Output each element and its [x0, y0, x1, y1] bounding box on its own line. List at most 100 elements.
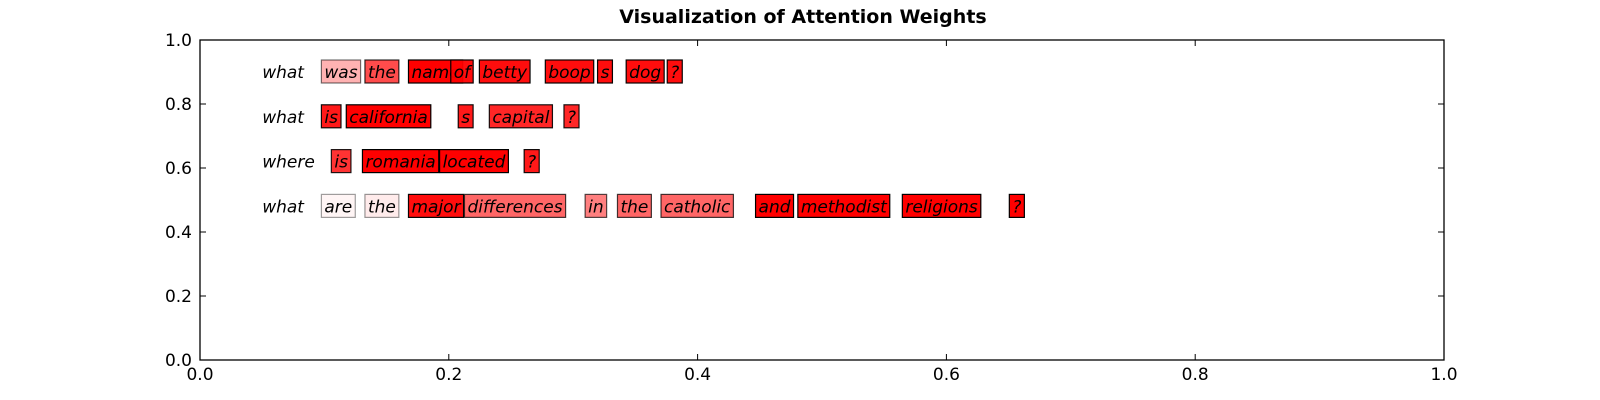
token-text: the	[368, 63, 396, 83]
token-box	[901, 193, 982, 218]
x-tick-label: 1.0	[1430, 365, 1457, 385]
token-box	[345, 104, 432, 129]
token-box	[320, 193, 356, 218]
token-box	[596, 59, 614, 84]
attention-token: differences	[463, 193, 567, 218]
attention-token: dog	[625, 59, 665, 84]
token-text: the	[620, 197, 648, 217]
attention-token: capital	[488, 104, 554, 129]
token-box	[364, 193, 400, 218]
y-tick-label: 0.2	[165, 287, 192, 307]
token-text: s	[601, 63, 610, 83]
token-box	[361, 149, 440, 174]
attention-token: and	[754, 193, 795, 218]
attention-token: are	[320, 193, 356, 218]
token-box	[438, 149, 509, 174]
y-tick-label: 0.0	[165, 351, 192, 371]
token-box	[584, 193, 608, 218]
query-word: what	[262, 63, 305, 83]
token-box	[457, 104, 474, 129]
token-text: religions	[905, 197, 978, 217]
token-box	[450, 59, 474, 84]
attention-token: is	[320, 104, 342, 129]
attention-token: betty	[478, 59, 531, 84]
attention-token: methodist	[797, 193, 891, 218]
token-text: ?	[567, 108, 576, 128]
token-text: capital	[492, 108, 549, 128]
attention-token: religions	[901, 193, 982, 218]
attention-token: ?	[1008, 193, 1025, 218]
token-box	[616, 193, 652, 218]
attention-token: california	[345, 104, 432, 129]
token-box	[1008, 193, 1025, 218]
attention-token: boop	[544, 59, 595, 84]
token-text: are	[324, 197, 352, 217]
token-text: s	[461, 108, 470, 128]
attention-token: catholic	[660, 193, 735, 218]
x-tick-label: 0.6	[933, 365, 960, 385]
query-word: where	[262, 153, 315, 173]
token-box	[563, 104, 580, 129]
attention-token: of	[450, 59, 474, 84]
x-tick-label: 0.4	[684, 365, 711, 385]
token-box	[523, 149, 540, 174]
x-tick-label: 0.2	[435, 365, 462, 385]
token-text: of	[454, 63, 473, 83]
token-text: is	[334, 153, 348, 173]
token-text: ?	[527, 153, 536, 173]
attention-token: in	[584, 193, 608, 218]
token-box	[666, 59, 683, 84]
token-text: is	[324, 108, 338, 128]
query-word: what	[262, 108, 305, 128]
token-box	[320, 104, 342, 129]
plot-frame	[199, 39, 1445, 361]
attention-token: the	[364, 193, 400, 218]
x-tick-label: 0.0	[186, 365, 213, 385]
token-text: what	[262, 63, 305, 83]
attention-token: name	[407, 59, 464, 84]
token-text: and	[759, 197, 791, 217]
token-box	[544, 59, 595, 84]
attention-token: ?	[523, 149, 540, 174]
y-tick-label: 0.6	[165, 159, 192, 179]
token-text: the	[368, 197, 396, 217]
token-box	[754, 193, 795, 218]
token-box	[797, 193, 891, 218]
attention-token: romania	[361, 149, 440, 174]
attention-token: the	[616, 193, 652, 218]
token-text: romania	[365, 153, 435, 173]
token-text: boop	[548, 63, 591, 83]
attention-token: is	[330, 149, 352, 174]
attention-token: ?	[563, 104, 580, 129]
token-box	[407, 193, 465, 218]
token-box	[625, 59, 665, 84]
query-word: what	[262, 197, 305, 217]
chart-title: Visualization of Attention Weights	[619, 6, 986, 28]
token-text: betty	[482, 63, 528, 83]
token-text: where	[262, 153, 315, 173]
token-text: catholic	[664, 197, 731, 217]
attention-token: ?	[666, 59, 683, 84]
y-tick-label: 0.8	[165, 95, 192, 115]
token-text: dog	[629, 63, 661, 83]
attention-token: the	[364, 59, 400, 84]
token-box	[364, 59, 400, 84]
token-box	[463, 193, 567, 218]
token-text: what	[262, 197, 305, 217]
token-box	[330, 149, 352, 174]
token-text: what	[262, 108, 305, 128]
attention-token: was	[320, 59, 362, 84]
attention-token: major	[407, 193, 465, 218]
token-text: ?	[1012, 197, 1021, 217]
token-box	[478, 59, 531, 84]
token-text: ?	[670, 63, 679, 83]
y-tick-label: 0.4	[165, 223, 192, 243]
token-text: located	[443, 153, 506, 173]
token-text: methodist	[801, 197, 888, 217]
token-box	[660, 193, 735, 218]
attention-token: s	[457, 104, 474, 129]
token-text: major	[411, 197, 461, 217]
attention-token: s	[596, 59, 614, 84]
